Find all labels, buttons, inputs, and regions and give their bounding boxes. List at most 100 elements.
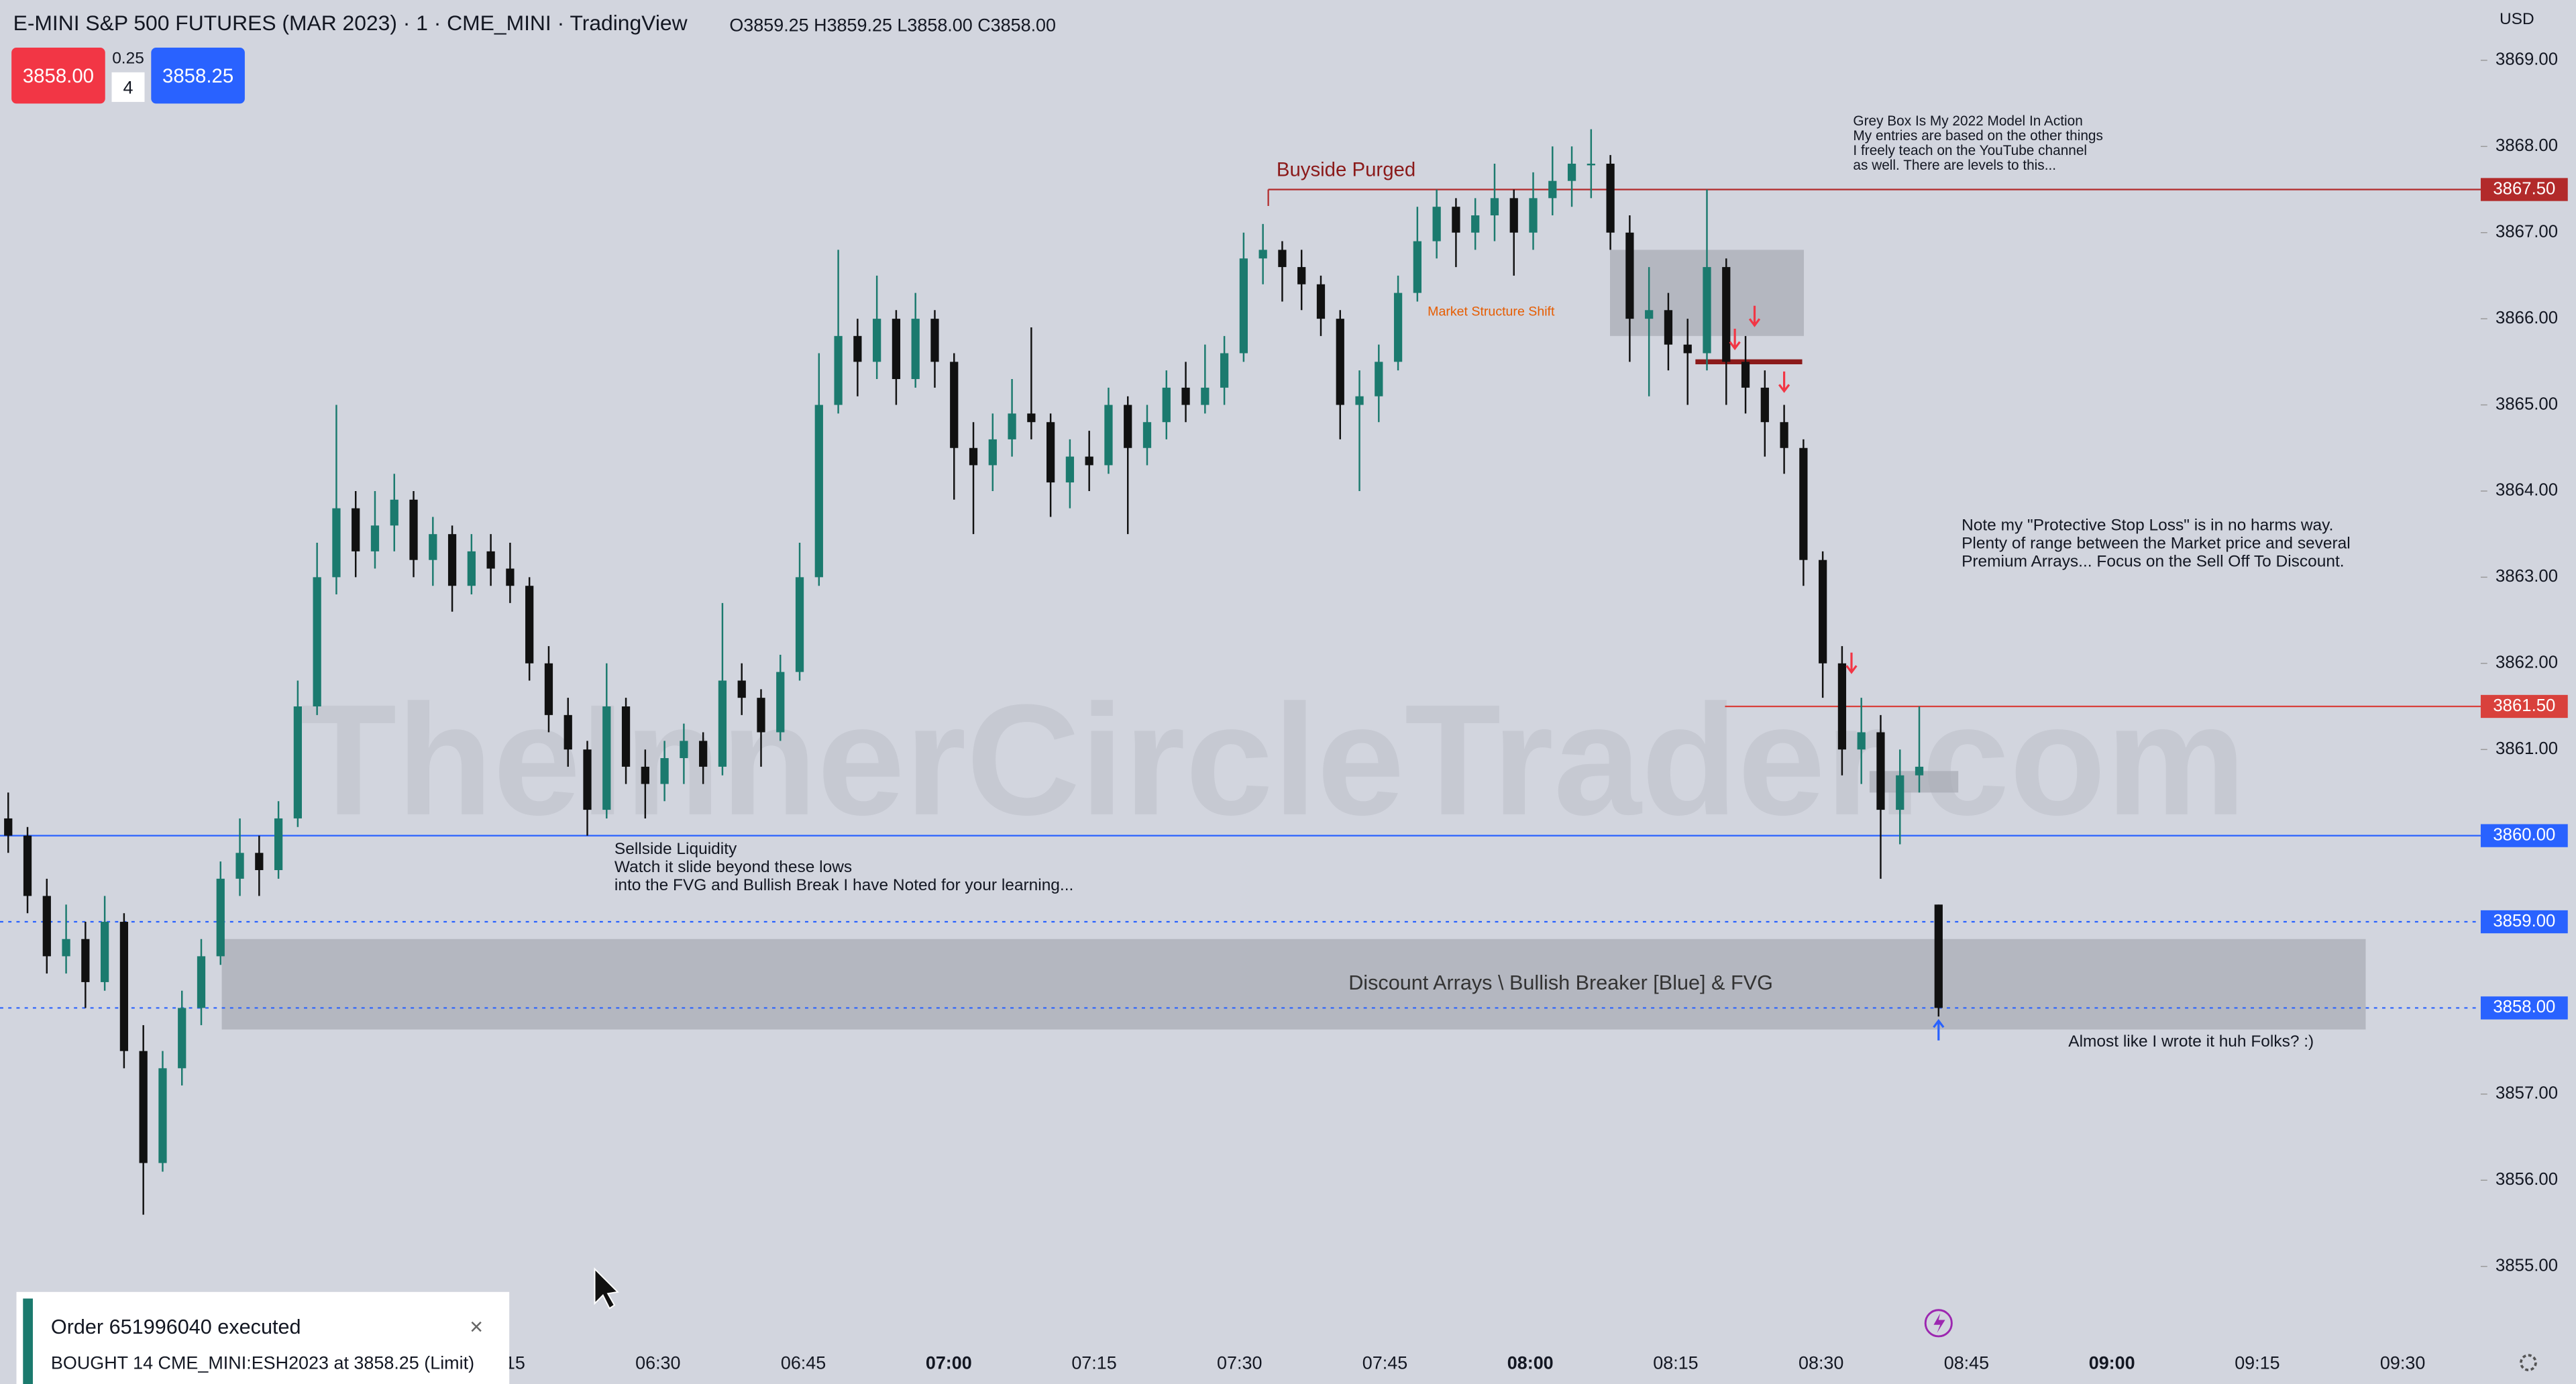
toast-title: Order 651996040 executed <box>51 1316 301 1338</box>
price-label: 3859.00 <box>2493 912 2555 930</box>
settings-icon[interactable] <box>2520 1354 2537 1372</box>
toast: Order 651996040 executed BOUGHT 14 CME_M… <box>16 1291 510 1384</box>
buy-price[interactable]: 3858.25 <box>162 65 233 87</box>
currency[interactable]: USD <box>2500 10 2534 28</box>
qty[interactable]: 4 <box>123 77 133 97</box>
candle-body <box>602 706 611 810</box>
candle-body <box>1799 447 1808 560</box>
candle-body <box>1220 353 1229 388</box>
y-tick-label: 3868.00 <box>2496 136 2558 155</box>
chart-title: E-MINI S&P 500 FUTURES (MAR 2023) · 1 · … <box>13 11 688 35</box>
candle-body <box>429 534 437 560</box>
candle-body <box>1857 732 1866 750</box>
annotation: as well. There are levels to this... <box>1853 158 2056 173</box>
arrow-down <box>1748 305 1761 327</box>
annotation: Plenty of range between the Market price… <box>1962 534 2351 552</box>
toast-bg <box>16 1291 510 1384</box>
candle-body <box>1432 207 1441 242</box>
y-tick-label: 3867.00 <box>2496 223 2558 242</box>
x-tick-label: 07:00 <box>926 1353 972 1373</box>
candle-body <box>1239 258 1248 354</box>
candle-body <box>1181 387 1190 405</box>
qty-box[interactable] <box>111 72 145 102</box>
candle-body <box>1375 362 1383 396</box>
candle-body <box>1201 387 1210 405</box>
x-tick-label: 08:00 <box>1507 1353 1554 1373</box>
alert-icon[interactable] <box>1924 1309 1953 1338</box>
candle-body <box>757 698 765 733</box>
annotation: I freely teach on the YouTube channel <box>1853 143 2087 158</box>
price-axis <box>2480 0 2576 1384</box>
x-tick-label: 06:30 <box>635 1353 680 1373</box>
price-label: 3861.50 <box>2493 696 2555 715</box>
candle-body <box>1104 405 1113 466</box>
x-tick-label: 08:45 <box>1944 1353 1989 1373</box>
arrow-down <box>1778 371 1790 393</box>
candle-body <box>1683 344 1692 354</box>
price-label-bg <box>2480 694 2568 718</box>
y-tick-label: 3866.00 <box>2496 309 2558 327</box>
candle-body <box>525 586 534 663</box>
sell-price[interactable]: 3858.00 <box>23 65 94 87</box>
arrow-down <box>1845 652 1858 674</box>
candle-body <box>352 508 360 551</box>
y-tick-label: 3855.00 <box>2496 1256 2558 1275</box>
annotation: My entries are based on the other things <box>1853 128 2102 144</box>
price-label-bg <box>2480 824 2568 847</box>
candle-body <box>42 896 51 957</box>
candle-body <box>853 335 862 362</box>
candle-body <box>1393 292 1403 362</box>
y-tick-label: 3857.00 <box>2496 1084 2558 1103</box>
candle-body <box>544 663 553 715</box>
candle-body <box>1567 163 1576 181</box>
candle-body <box>332 508 341 578</box>
candle-body <box>950 362 959 448</box>
candle-body <box>255 853 264 870</box>
candle-body <box>1606 163 1615 233</box>
candle-body <box>1316 284 1326 319</box>
buy-button[interactable] <box>151 48 245 104</box>
cursor <box>594 1267 619 1310</box>
x-tick-label: 09:15 <box>2235 1353 2279 1373</box>
x-tick-label: 09:00 <box>2089 1353 2135 1373</box>
candle-body <box>776 672 785 733</box>
toast-close[interactable]: × <box>470 1314 483 1340</box>
sell-button[interactable] <box>11 48 105 104</box>
candle-body <box>1664 310 1673 345</box>
candle-body <box>1297 267 1306 284</box>
x-tick-label: 07:30 <box>1217 1353 1262 1373</box>
candle-body <box>1278 250 1287 268</box>
candle-body <box>969 447 978 466</box>
candle-body <box>1258 250 1267 259</box>
candle-body <box>23 835 32 896</box>
candle-body <box>1509 198 1518 233</box>
candle-body <box>1085 456 1093 466</box>
arrow-down <box>1729 329 1741 351</box>
candle-body <box>81 939 90 982</box>
candle-body <box>62 939 70 957</box>
annotation: Sellside Liquidity <box>614 840 737 858</box>
x-tick-label: 09:30 <box>2380 1353 2425 1373</box>
x-tick-label: 07:45 <box>1362 1353 1407 1373</box>
candle-body <box>1876 732 1885 810</box>
price-label: 3867.50 <box>2493 179 2555 198</box>
y-tick-label: 3869.00 <box>2496 50 2558 69</box>
candle-body <box>178 1008 186 1069</box>
toast-accent <box>23 1298 33 1384</box>
candle-body <box>1819 560 1827 663</box>
candle-body <box>1625 232 1634 319</box>
candle-body <box>197 956 206 1008</box>
candle-body <box>1452 207 1460 233</box>
zone-label: Discount Arrays \ Bullish Breaker [Blue]… <box>1348 971 1773 994</box>
x-tick-label: 07:15 <box>1071 1353 1116 1373</box>
candle-body <box>1490 198 1499 216</box>
price-label-bg <box>2480 910 2568 934</box>
candle-body <box>814 405 823 578</box>
candle-body <box>216 878 225 957</box>
candle-body <box>988 439 997 466</box>
candle-body <box>1046 422 1055 483</box>
annotation: Almost like I wrote it huh Folks? :) <box>2068 1032 2314 1051</box>
zone <box>221 939 2366 1030</box>
